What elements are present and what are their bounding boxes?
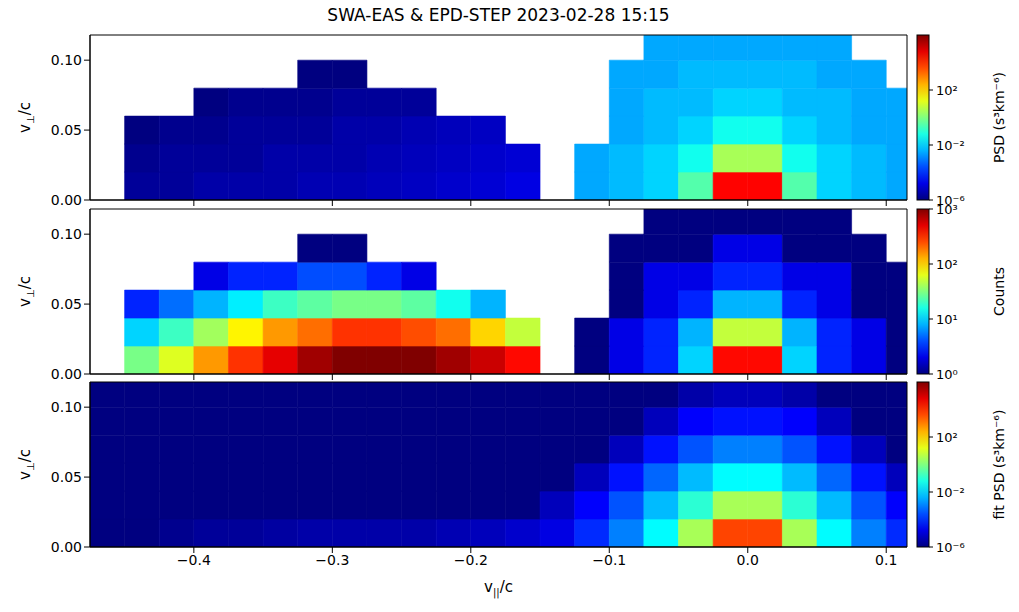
svg-text:v⊥/c: v⊥/c bbox=[16, 102, 36, 133]
svg-text:Counts: Counts bbox=[991, 267, 1007, 316]
svg-text:10⁻⁶: 10⁻⁶ bbox=[936, 193, 965, 208]
svg-text:0.10: 0.10 bbox=[51, 399, 82, 415]
svg-text:0.05: 0.05 bbox=[51, 469, 82, 485]
svg-text:0.05: 0.05 bbox=[51, 296, 82, 312]
svg-text:10²: 10² bbox=[936, 430, 958, 445]
svg-text:10⁻⁶: 10⁻⁶ bbox=[936, 540, 965, 555]
svg-text:SWA-EAS & EPD-STEP 2023-02-28: SWA-EAS & EPD-STEP 2023-02-28 15:15 bbox=[327, 5, 669, 25]
svg-text:0.10: 0.10 bbox=[51, 226, 82, 242]
svg-text:10⁰: 10⁰ bbox=[936, 367, 958, 382]
svg-text:0.10: 0.10 bbox=[51, 52, 82, 68]
svg-text:v||/c: v||/c bbox=[484, 578, 513, 599]
svg-text:fit PSD (s³km⁻⁶): fit PSD (s³km⁻⁶) bbox=[991, 410, 1007, 520]
svg-text:10²: 10² bbox=[936, 83, 958, 98]
svg-text:10⁻²: 10⁻² bbox=[936, 485, 965, 500]
svg-text:0.00: 0.00 bbox=[51, 192, 82, 208]
svg-text:v⊥/c: v⊥/c bbox=[16, 449, 36, 480]
svg-text:−0.4: −0.4 bbox=[177, 552, 211, 568]
svg-text:0.05: 0.05 bbox=[51, 122, 82, 138]
svg-text:−0.1: −0.1 bbox=[592, 552, 626, 568]
svg-text:PSD (s³km⁻⁶): PSD (s³km⁻⁶) bbox=[991, 72, 1007, 163]
svg-text:0.1: 0.1 bbox=[875, 552, 897, 568]
svg-text:10³: 10³ bbox=[936, 202, 958, 217]
svg-text:v⊥/c: v⊥/c bbox=[16, 276, 36, 307]
svg-text:0.00: 0.00 bbox=[51, 539, 82, 555]
svg-text:−0.3: −0.3 bbox=[315, 552, 349, 568]
svg-text:0.00: 0.00 bbox=[51, 366, 82, 382]
svg-text:10⁻²: 10⁻² bbox=[936, 138, 965, 153]
svg-text:−0.2: −0.2 bbox=[454, 552, 488, 568]
svg-text:10²: 10² bbox=[936, 257, 958, 272]
svg-text:10¹: 10¹ bbox=[936, 312, 958, 327]
svg-text:0.0: 0.0 bbox=[737, 552, 759, 568]
